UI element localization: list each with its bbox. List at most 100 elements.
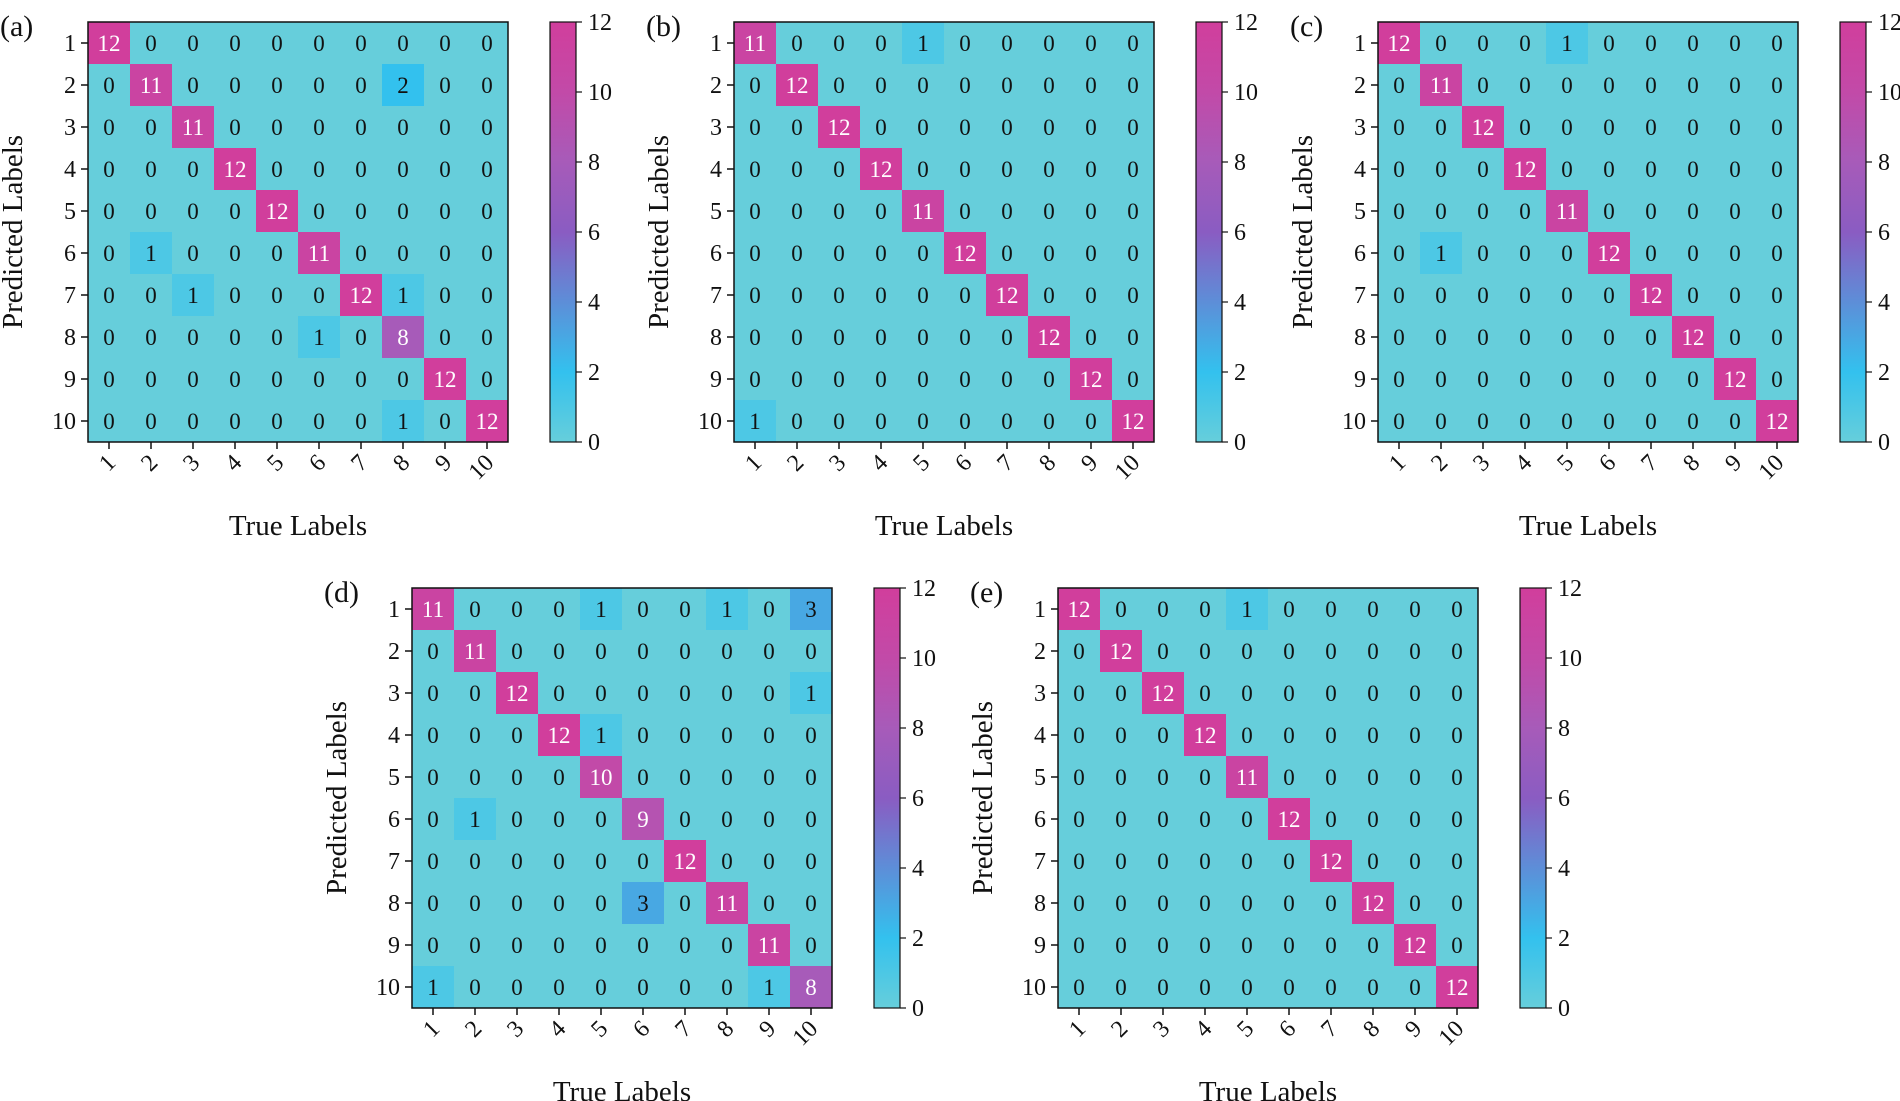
cell-value-label: 12 xyxy=(1514,157,1537,182)
cell-value-label: 0 xyxy=(1115,597,1127,622)
y-tick-label: 4 xyxy=(64,157,76,183)
heatmap-cell xyxy=(256,232,298,274)
cell-value-label: 0 xyxy=(721,723,733,748)
cell-value-label: 0 xyxy=(397,367,409,392)
heatmap-cell xyxy=(1058,966,1100,1008)
heatmap-cell xyxy=(622,756,664,798)
heatmap-cell xyxy=(412,588,454,630)
cell-value-label: 0 xyxy=(1729,31,1741,56)
y-tick-label: 6 xyxy=(710,241,722,267)
cell-value-label: 9 xyxy=(637,807,649,832)
cell-value-label: 0 xyxy=(595,681,607,706)
cell-value-label: 0 xyxy=(1451,597,1463,622)
heatmap-cell xyxy=(130,358,172,400)
cell-value-label: 0 xyxy=(481,115,493,140)
cell-value-label: 11 xyxy=(716,891,738,916)
cell-value-label: 11 xyxy=(1556,199,1578,224)
heatmap-cell xyxy=(1504,64,1546,106)
y-tick-label: 7 xyxy=(388,849,400,875)
x-tick-label: 8 xyxy=(1034,450,1061,477)
heatmap-cell xyxy=(1672,64,1714,106)
x-tick-label: 7 xyxy=(346,450,373,477)
heatmap-cell xyxy=(340,64,382,106)
heatmap-cell xyxy=(424,274,466,316)
cell-value-label: 12 xyxy=(476,409,499,434)
confusion-matrix-panel: (e)12 0 0 0 1 0 0 0 0 00 12 0 0 0 0 0 0 0 00 0 12 0 0 0 0 0 0 00 0 0 1… xyxy=(967,576,1582,1101)
cell-value-label: 0 xyxy=(1409,597,1421,622)
heatmap-cell xyxy=(1378,106,1420,148)
cell-value-label: 0 xyxy=(1073,933,1085,958)
cell-value-label: 0 xyxy=(187,199,199,224)
cell-value-label: 0 xyxy=(469,975,481,1000)
cell-value-label: 0 xyxy=(805,723,817,748)
heatmap-cell xyxy=(172,106,214,148)
cell-value-label: 0 xyxy=(1199,975,1211,1000)
cell-value-label: 0 xyxy=(1241,849,1253,874)
cell-value-label: 0 xyxy=(1729,241,1741,266)
heatmap-cell xyxy=(1630,22,1672,64)
heatmap-cell xyxy=(790,966,832,1008)
heatmap-cell xyxy=(1630,316,1672,358)
heatmap-cell xyxy=(580,630,622,672)
heatmap-cell xyxy=(1394,840,1436,882)
cell-value-label: 0 xyxy=(1199,933,1211,958)
cell-value-label: 0 xyxy=(1687,157,1699,182)
cell-value-label: 0 xyxy=(271,157,283,182)
cell-value-label: 0 xyxy=(1409,681,1421,706)
cell-value-label: 0 xyxy=(1477,73,1489,98)
cell-value-label: 0 xyxy=(763,639,775,664)
cell-value-label: 0 xyxy=(103,199,115,224)
cell-value-label: 0 xyxy=(1771,283,1783,308)
cell-value-label: 0 xyxy=(481,73,493,98)
cell-value-label: 0 xyxy=(749,157,761,182)
cell-value-label: 1 xyxy=(595,597,607,622)
heatmap-cell xyxy=(538,882,580,924)
heatmap-cell xyxy=(340,148,382,190)
cell-value-label: 0 xyxy=(1241,681,1253,706)
heatmap-frame xyxy=(1377,21,1799,443)
cell-value-label: 0 xyxy=(511,597,523,622)
heatmap-cell xyxy=(382,148,424,190)
heatmap-cell xyxy=(1504,358,1546,400)
heatmap-cell xyxy=(1112,274,1154,316)
x-tick-label: 10 xyxy=(464,450,499,485)
heatmap-cell xyxy=(466,358,508,400)
x-tick-label: 6 xyxy=(1274,1016,1301,1043)
y-tick-label: 8 xyxy=(1034,891,1046,917)
heatmap-cell xyxy=(256,64,298,106)
y-tick-label: 10 xyxy=(376,975,400,1001)
heatmap-cell xyxy=(818,316,860,358)
cell-value-label: 0 xyxy=(721,933,733,958)
cell-value-label: 0 xyxy=(1519,283,1531,308)
cell-value-label: 0 xyxy=(187,367,199,392)
cell-value-label: 0 xyxy=(833,409,845,434)
y-tick-label: 1 xyxy=(64,31,76,57)
cell-value-label: 0 xyxy=(1283,723,1295,748)
heatmap-cell xyxy=(1378,316,1420,358)
heatmap-frame xyxy=(1057,587,1479,1009)
cell-value-label: 0 xyxy=(805,891,817,916)
heatmap-cell xyxy=(1070,316,1112,358)
heatmap-cell xyxy=(256,148,298,190)
heatmap-cell xyxy=(88,232,130,274)
cell-value-label: 0 xyxy=(271,283,283,308)
cell-value-label: 0 xyxy=(959,367,971,392)
cell-value-label: 0 xyxy=(1603,73,1615,98)
heatmap-cell xyxy=(860,64,902,106)
x-axis-title: True Labels xyxy=(229,510,367,542)
heatmap-cell xyxy=(1436,756,1478,798)
heatmap-cell xyxy=(1630,400,1672,442)
heatmap-cell xyxy=(776,22,818,64)
cell-value-label: 0 xyxy=(553,597,565,622)
heatmap-cell xyxy=(496,672,538,714)
cell-value-label: 0 xyxy=(439,409,451,434)
cell-value-label: 0 xyxy=(637,639,649,664)
heatmap-cell xyxy=(902,274,944,316)
x-tick-label: 5 xyxy=(1232,1016,1259,1043)
cell-value-label: 0 xyxy=(1477,367,1489,392)
heatmap-cell xyxy=(424,232,466,274)
heatmap-cell xyxy=(902,106,944,148)
heatmap-cell xyxy=(748,882,790,924)
colorbar xyxy=(1839,21,1867,443)
confusion-matrix-panel: (a)12 0 0 0 0 0 0 0 0 00 11 0 0 0 0 0 2 0 00 0 11 0 0 0 0 0 0 00 0 0 1… xyxy=(0,10,612,542)
